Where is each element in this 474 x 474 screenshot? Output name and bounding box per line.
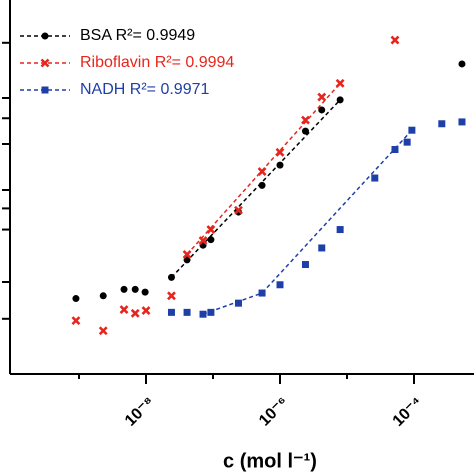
fit-line bbox=[202, 129, 413, 315]
point bbox=[318, 244, 326, 252]
point bbox=[276, 281, 284, 289]
x-tick-label: 10⁻⁴ bbox=[390, 394, 426, 430]
point bbox=[99, 292, 107, 300]
point bbox=[258, 181, 266, 189]
point bbox=[234, 299, 242, 307]
point bbox=[257, 167, 267, 177]
point bbox=[71, 316, 81, 326]
point bbox=[438, 120, 446, 128]
point bbox=[72, 295, 80, 303]
point bbox=[98, 326, 108, 336]
point bbox=[141, 288, 149, 296]
point bbox=[167, 308, 175, 316]
legend-label: Riboflavin R²= 0.9994 bbox=[80, 54, 234, 71]
point bbox=[207, 236, 215, 244]
point bbox=[335, 78, 345, 88]
point bbox=[119, 305, 129, 315]
legend-label: NADH R²= 0.9971 bbox=[80, 81, 209, 98]
point bbox=[199, 310, 207, 318]
point bbox=[408, 126, 416, 134]
point bbox=[141, 306, 151, 315]
point bbox=[167, 291, 176, 301]
x-tick-label: 10⁻⁸ bbox=[122, 394, 158, 430]
point bbox=[198, 236, 208, 246]
point bbox=[403, 138, 411, 146]
fit-line bbox=[170, 99, 341, 278]
legend-label: BSA R²= 0.9949 bbox=[80, 27, 195, 44]
point bbox=[391, 146, 399, 154]
point bbox=[336, 226, 344, 234]
point bbox=[301, 115, 310, 125]
point bbox=[183, 308, 191, 316]
point bbox=[458, 60, 466, 68]
point bbox=[390, 35, 400, 45]
x-tick-label: 10⁻⁶ bbox=[256, 394, 292, 430]
point bbox=[276, 161, 284, 169]
point bbox=[120, 285, 128, 293]
point bbox=[301, 127, 309, 135]
point bbox=[318, 106, 326, 114]
point bbox=[258, 289, 266, 297]
point bbox=[182, 249, 192, 259]
point bbox=[275, 147, 285, 157]
point bbox=[234, 205, 243, 215]
point bbox=[167, 273, 175, 281]
point bbox=[207, 308, 215, 316]
point bbox=[336, 96, 344, 104]
point bbox=[317, 92, 327, 102]
point bbox=[131, 285, 139, 293]
point bbox=[371, 174, 379, 182]
point bbox=[301, 261, 309, 269]
plot-area bbox=[40, 32, 466, 336]
point bbox=[458, 118, 466, 126]
x-axis-label: c (mol l⁻¹) bbox=[223, 450, 317, 472]
point bbox=[206, 225, 216, 234]
point bbox=[183, 256, 191, 264]
point bbox=[130, 308, 140, 318]
